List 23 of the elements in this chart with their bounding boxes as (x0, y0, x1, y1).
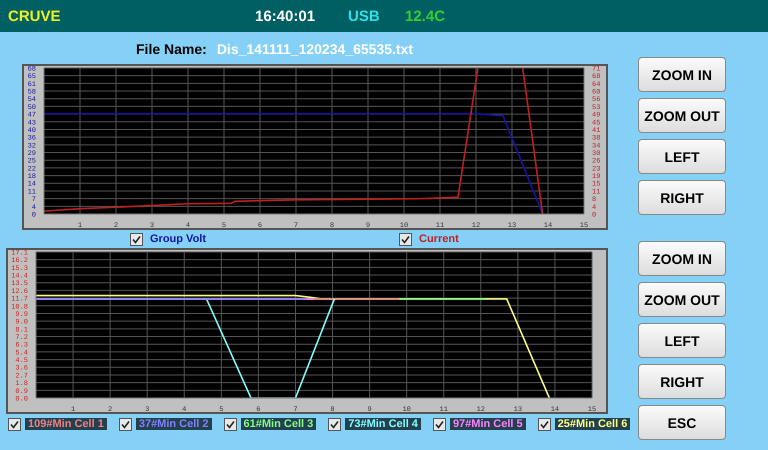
text: USB (348, 8, 380, 25)
button: ZOOM OUT (638, 98, 726, 133)
text: 16:40:01 (255, 8, 316, 25)
text: CRUVE (8, 8, 61, 25)
text: 109#Min Cell 1 (25, 418, 107, 430)
text: 61#Min Cell 3 (240, 418, 316, 430)
button: ZOOM IN (638, 241, 726, 276)
button: RIGHT (638, 180, 726, 215)
button: ZOOM IN (638, 57, 726, 92)
button: RIGHT (638, 364, 726, 399)
text: 37#Min Cell 2 (136, 418, 212, 430)
text: 73#Min Cell 4 (345, 418, 421, 430)
button: ZOOM OUT (638, 282, 726, 317)
button: ESC (638, 405, 726, 440)
text: Current (418, 233, 460, 245)
text: 97#Min Cell 5 (450, 418, 526, 430)
text: Group Volt (149, 233, 208, 245)
series-label: 25#Min Cell 6 (554, 418, 630, 430)
text: 12.4C (405, 8, 446, 25)
button: LEFT (638, 139, 726, 174)
chart-title: File Name: (136, 41, 207, 57)
button: LEFT (638, 323, 726, 358)
chart-subtitle: Dis_141111_120234_65535.txt (216, 41, 414, 57)
